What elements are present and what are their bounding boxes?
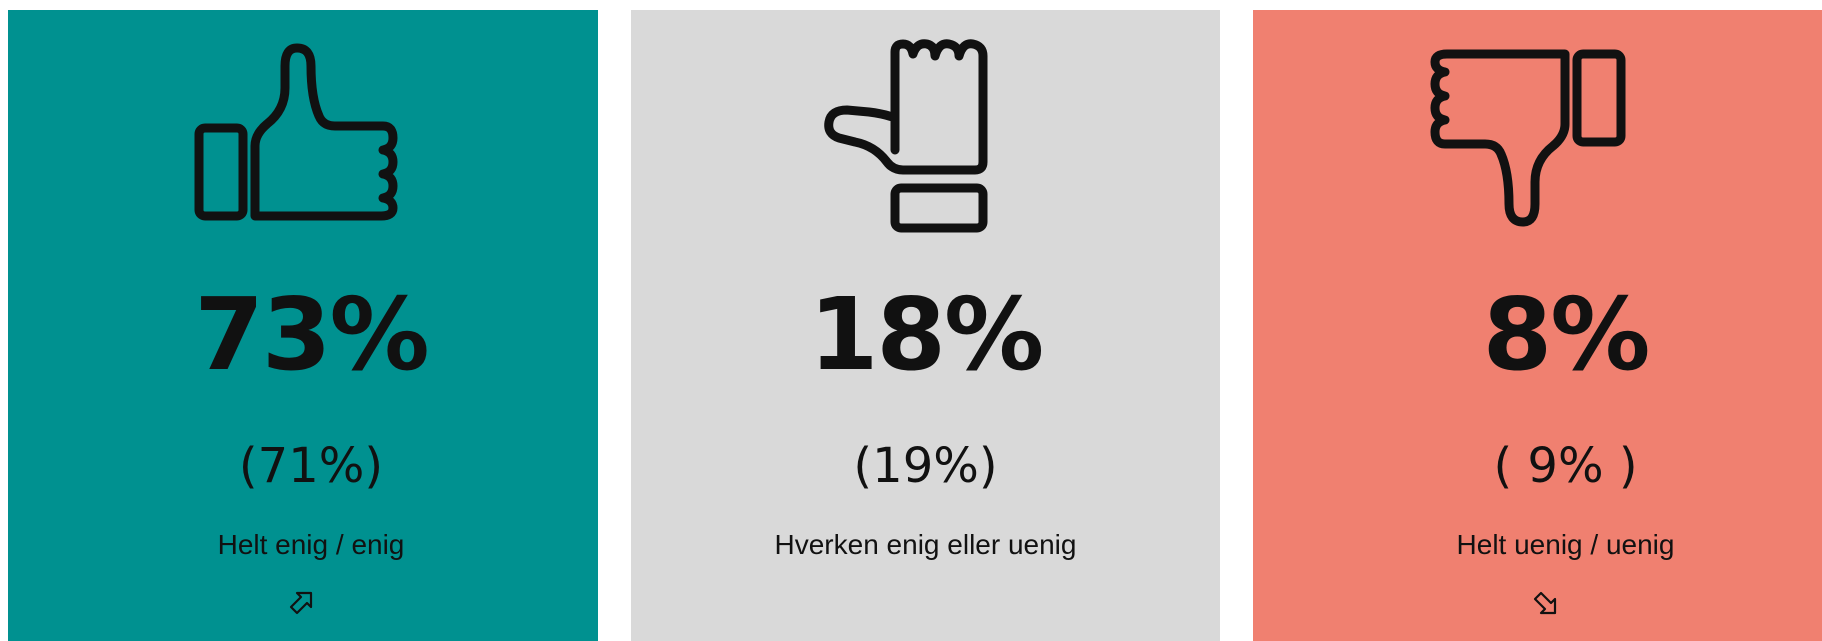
thumb-sideways-icon [819, 38, 1039, 238]
disagree-percent: 8% [1482, 276, 1651, 393]
agree-label: Helt enig / enig [217, 529, 405, 560]
disagree-previous-percent: ( 9% ) [1493, 438, 1638, 494]
neutral-percent: 18% [808, 276, 1044, 393]
panel-disagree: 8% ( 9% ) Helt uenig / uenig [1253, 10, 1822, 641]
panel-neutral: 18% (19%) Hverken enig eller uenig [631, 10, 1220, 641]
neutral-label: Hverken enig eller uenig [774, 529, 1077, 560]
agree-previous-percent: (71%) [238, 438, 384, 494]
neutral-previous-percent: (19%) [853, 438, 998, 494]
disagree-label: Helt uenig / uenig [1456, 529, 1675, 560]
arrow-up-right-icon [286, 588, 316, 618]
thumbs-down-icon [1421, 38, 1641, 238]
panel-agree: 73% (71%) Helt enig / enig [8, 10, 598, 641]
arrow-down-right-icon [1530, 588, 1560, 618]
agree-percent: 73% [194, 276, 429, 393]
thumbs-up-icon [193, 38, 413, 238]
